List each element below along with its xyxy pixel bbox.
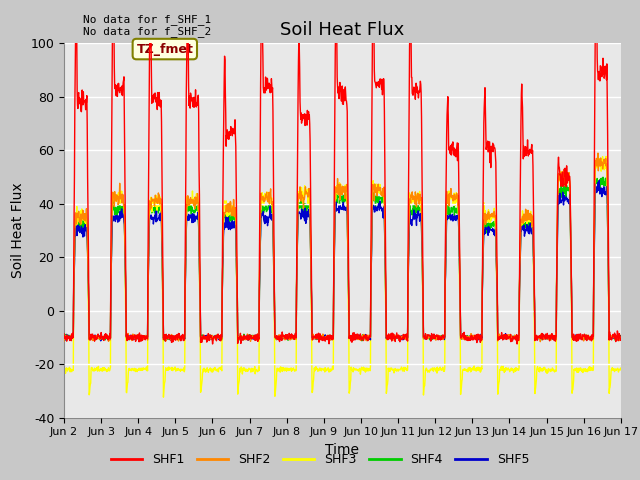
Title: Soil Heat Flux: Soil Heat Flux	[280, 21, 404, 39]
Legend: SHF1, SHF2, SHF3, SHF4, SHF5: SHF1, SHF2, SHF3, SHF4, SHF5	[106, 448, 534, 471]
Text: No data for f_SHF_2: No data for f_SHF_2	[83, 25, 211, 36]
X-axis label: Time: Time	[325, 443, 360, 457]
Text: No data for f_SHF_1: No data for f_SHF_1	[83, 13, 211, 24]
Text: TZ_fmet: TZ_fmet	[136, 43, 193, 56]
Y-axis label: Soil Heat Flux: Soil Heat Flux	[11, 182, 25, 278]
